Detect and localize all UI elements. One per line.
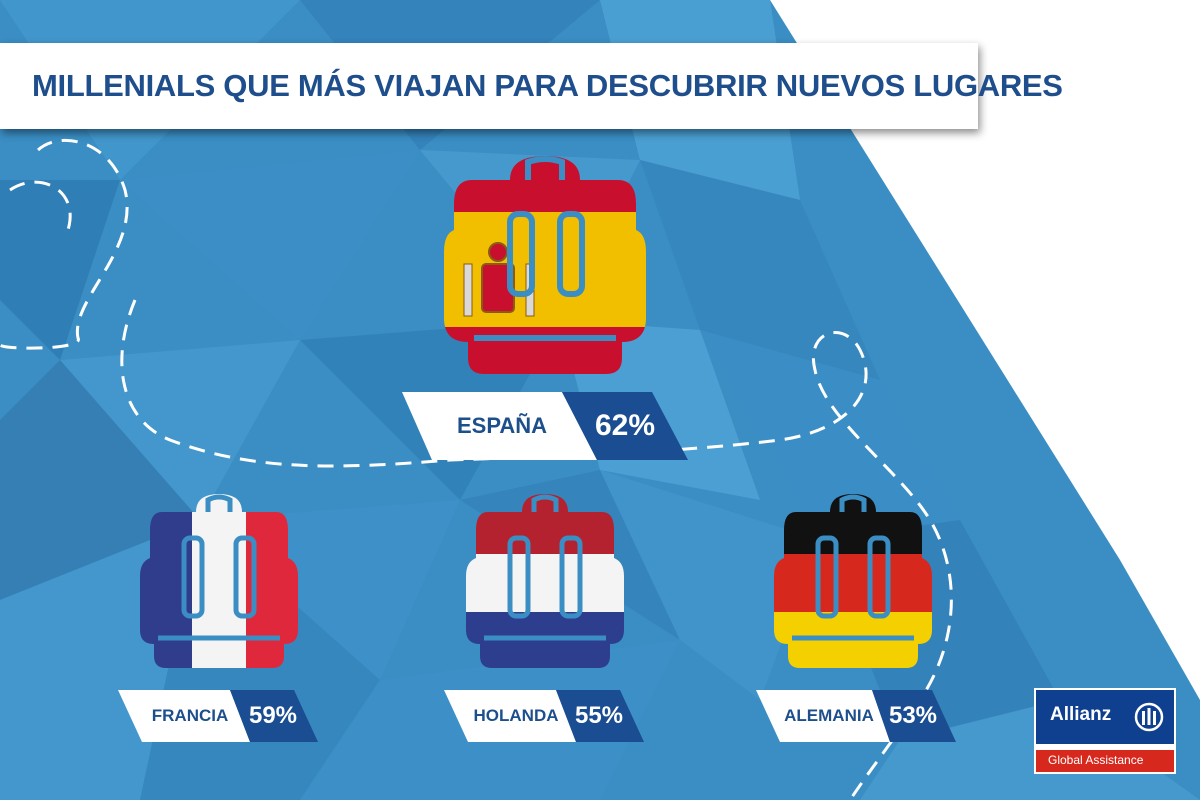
page-title: MILLENIALS QUE MÁS VIAJAN PARA DESCUBRIR…: [32, 68, 1063, 103]
dashed-route: [0, 138, 129, 350]
label-alemania: [756, 690, 956, 742]
label-francia: [118, 690, 318, 742]
country-name: ESPAÑA: [456, 413, 548, 438]
country-percent: 59%: [248, 702, 298, 729]
backpack-icon: [444, 156, 646, 374]
brand-name: Allianz: [1050, 704, 1112, 725]
dashed-route-main: [120, 299, 953, 800]
country-percent: 55%: [574, 702, 624, 729]
country-name: FRANCIA: [151, 706, 229, 725]
allianz-emblem-icon: [1134, 702, 1164, 732]
backpack-icon: [774, 494, 932, 668]
country-percent: 62%: [594, 409, 656, 442]
label-holanda: [444, 690, 644, 742]
label-espana: [402, 392, 688, 460]
brand-subtitle: Global Assistance: [1048, 753, 1144, 767]
country-percent: 53%: [888, 702, 938, 729]
backpack-icon: [140, 494, 298, 668]
allianz-logo: Allianz Global Assistance: [1034, 688, 1176, 774]
title-banner: MILLENIALS QUE MÁS VIAJAN PARA DESCUBRIR…: [0, 43, 1063, 129]
backpack-icon: [466, 494, 624, 668]
country-name: HOLANDA: [473, 706, 559, 725]
country-name: ALEMANIA: [784, 706, 874, 725]
